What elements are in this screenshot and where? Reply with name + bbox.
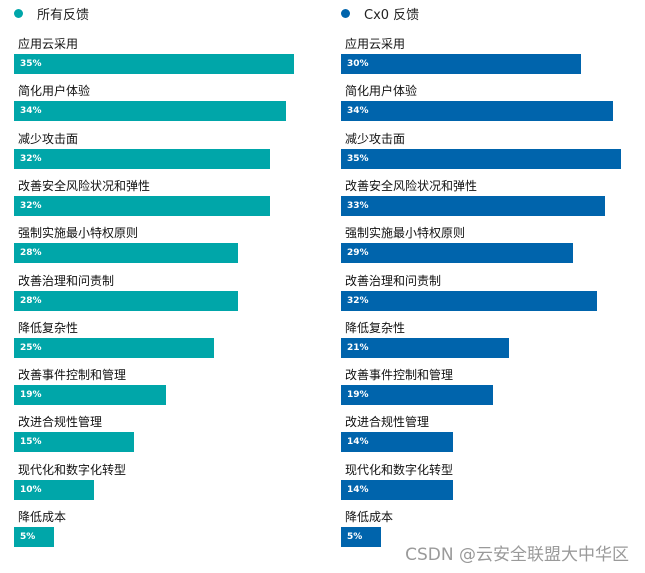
data-label: 19%: [347, 390, 369, 401]
data-label: 15%: [20, 437, 42, 448]
legend-0: 所有反馈: [14, 4, 89, 23]
data-label: 19%: [20, 390, 42, 401]
category-label: 简化用户体验: [345, 84, 418, 99]
bar: [14, 432, 134, 453]
bar: [341, 290, 597, 311]
data-label: 30%: [347, 59, 369, 69]
data-label: 34%: [20, 106, 42, 117]
data-label: 32%: [347, 295, 369, 306]
bar: [341, 337, 509, 358]
category-label: 改善安全风险状况和弹性: [345, 178, 478, 193]
data-label: 28%: [20, 295, 42, 306]
data-label: 10%: [20, 484, 42, 495]
data-label: 34%: [347, 106, 369, 117]
data-label: 35%: [347, 153, 369, 164]
category-label: 降低复杂性: [345, 320, 406, 335]
bar: [341, 527, 381, 547]
legend-label: 所有反馈: [37, 8, 90, 23]
category-label: 改善治理和问责制: [345, 273, 442, 288]
bar: [341, 432, 453, 453]
bar: [14, 54, 294, 74]
legend-dot-icon: [341, 9, 350, 18]
bar: [341, 195, 605, 216]
data-label: 35%: [20, 59, 42, 69]
data-label: 33%: [347, 200, 369, 211]
bar: [341, 54, 581, 74]
bar: [14, 337, 214, 358]
data-label: 14%: [347, 437, 369, 448]
bar: [14, 290, 238, 311]
bar: [14, 195, 270, 216]
bar: [14, 527, 54, 547]
bar: [341, 148, 621, 169]
data-label: 14%: [347, 484, 369, 495]
category-label: 改进合规性管理: [345, 415, 430, 430]
category-label: 改善事件控制和管理: [345, 368, 454, 383]
data-label: 29%: [347, 248, 369, 259]
watermark: CSDN @云安全联盟大中华区: [405, 545, 629, 565]
category-label: 改善事件控制和管理: [18, 368, 127, 383]
bar: [341, 479, 453, 500]
data-label: 21%: [347, 342, 369, 353]
data-label: 28%: [20, 248, 42, 259]
bar: [14, 385, 166, 406]
data-label: 5%: [20, 532, 36, 542]
legend-dot-icon: [14, 9, 23, 18]
legend-1: Cx0 反馈: [341, 4, 419, 23]
data-label: 32%: [20, 200, 42, 211]
category-label: 应用云采用: [18, 37, 79, 51]
bar: [14, 148, 270, 169]
bar: [14, 101, 286, 122]
bar: [341, 243, 573, 264]
category-label: 降低成本: [18, 510, 67, 524]
category-label: 减少攻击面: [345, 131, 406, 146]
bar: [14, 243, 238, 264]
category-label: 现代化和数字化转型: [345, 462, 454, 477]
category-label: 强制实施最小特权原则: [345, 226, 466, 241]
category-label: 应用云采用: [345, 37, 406, 51]
category-label: 降低复杂性: [18, 320, 79, 335]
category-label: 改善治理和问责制: [18, 273, 115, 288]
category-label: 降低成本: [345, 510, 394, 524]
category-label: 现代化和数字化转型: [18, 462, 127, 477]
category-label: 强制实施最小特权原则: [18, 226, 139, 241]
data-label: 32%: [20, 153, 42, 164]
legend-label: Cx0 反馈: [364, 8, 420, 23]
category-label: 减少攻击面: [18, 131, 79, 146]
data-label: 5%: [347, 532, 363, 542]
category-label: 改善安全风险状况和弹性: [18, 178, 151, 193]
bar: [341, 101, 613, 122]
category-label: 改进合规性管理: [18, 415, 103, 430]
data-label: 25%: [20, 342, 42, 353]
bar: [341, 385, 493, 406]
category-label: 简化用户体验: [18, 84, 91, 99]
bar: [14, 479, 94, 500]
